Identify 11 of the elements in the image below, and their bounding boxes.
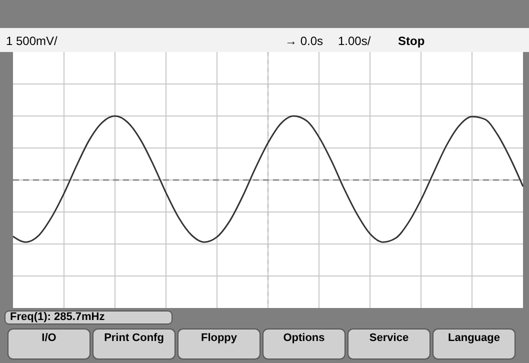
text: 1 500mV/ [6,34,58,48]
text: Stop [398,34,425,48]
text: → 0.0s [285,34,324,48]
text: Freq(1): 285.7mHz [10,311,106,323]
text: Print Confg [104,332,164,344]
text: 1.00s/ [338,34,372,48]
text: Options [283,332,325,344]
text: I/O [42,332,57,344]
text: Floppy [200,332,238,344]
text: Language [448,332,500,344]
text: Service [369,332,409,344]
